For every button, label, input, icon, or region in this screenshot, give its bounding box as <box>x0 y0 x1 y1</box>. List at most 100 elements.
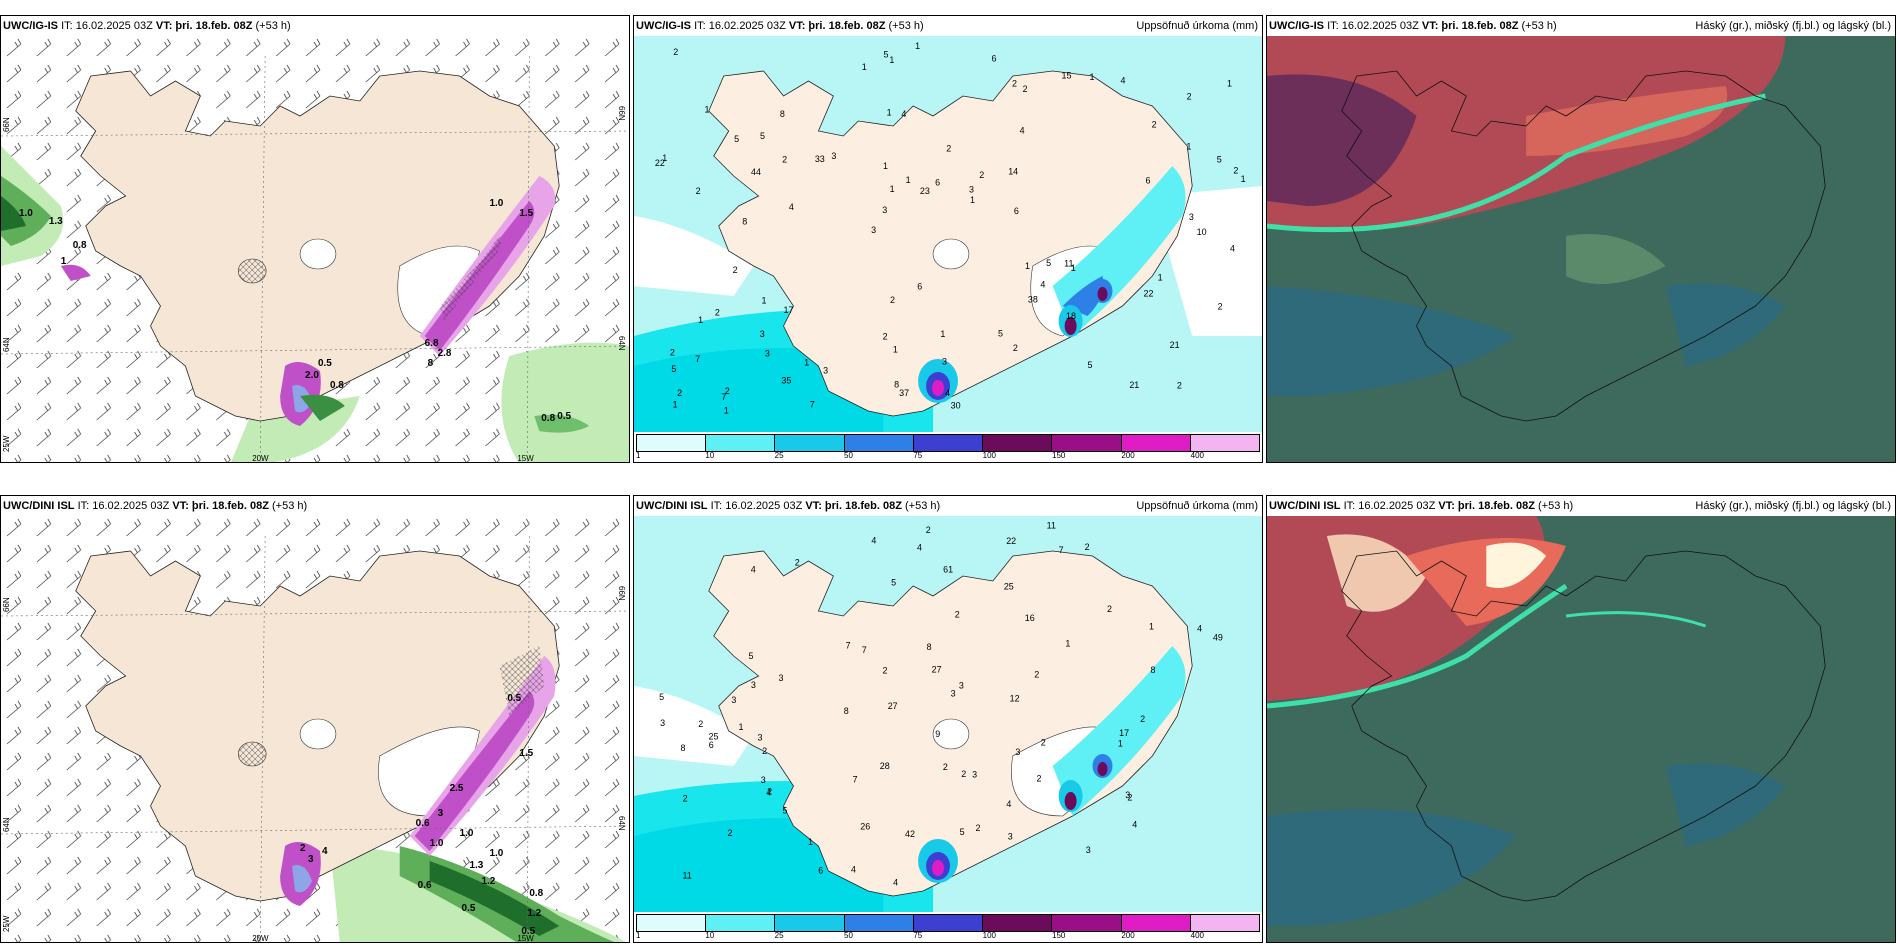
precip-value: 1 <box>662 153 667 163</box>
precip-value: 6 <box>1014 206 1019 216</box>
precip-value: 12 <box>1010 694 1020 704</box>
svg-text:3: 3 <box>438 808 444 819</box>
precip-value: 3 <box>1189 212 1194 222</box>
precip-value: 2 <box>698 719 703 729</box>
precip-value: 3 <box>758 733 763 743</box>
precip-value: 5 <box>760 131 765 141</box>
precip-value: 4 <box>893 877 898 887</box>
precip-value: 2 <box>1034 669 1039 679</box>
precip-value: 1 <box>724 405 729 415</box>
precip-value: 6 <box>917 281 922 291</box>
precip-value: 49 <box>1213 633 1223 643</box>
svg-text:1.0: 1.0 <box>489 198 503 209</box>
precip-value: 3 <box>1015 747 1020 757</box>
precip-value: 2 <box>725 386 730 396</box>
model-name: UWC/IG-IS <box>636 20 691 32</box>
precip-value: 8 <box>681 743 686 753</box>
precip-colorbar: 1 10 25 50 75 100 150 200 400 <box>634 432 1262 462</box>
valid-time: þri. 18.feb. 08Z <box>808 20 886 32</box>
precip-value: 4 <box>901 109 906 119</box>
lon-label: 15W <box>517 454 534 463</box>
precip-value: 7 <box>1059 545 1064 555</box>
precip-value: 11 <box>1064 258 1073 268</box>
precip-value: 2 <box>677 388 682 398</box>
svg-text:6.8: 6.8 <box>425 338 439 349</box>
precip-values: 2223421223534211111132181517212111303344… <box>655 41 1246 416</box>
colorbar-label: 10 <box>705 931 715 940</box>
lat-label: 25W <box>2 915 11 932</box>
field-title: Uppsöfnuð úrkoma (mm) <box>1136 500 1258 512</box>
svg-text:1.0: 1.0 <box>19 208 33 219</box>
valid-time: þri. 18.feb. 08Z <box>1457 500 1535 512</box>
lat-label: 64N <box>2 817 11 832</box>
precip-value: 4 <box>1020 125 1025 135</box>
precip-value: 4 <box>766 787 771 797</box>
precip-value: 9 <box>935 729 940 739</box>
precip-value: 7 <box>721 392 726 402</box>
precip-value: 1 <box>890 184 895 194</box>
valid-time: þri. 18.feb. 08Z <box>191 500 269 512</box>
precip-value: 2 <box>715 307 720 317</box>
precip-value: 4 <box>1230 244 1235 254</box>
colorbar-swatch <box>637 915 707 931</box>
valid-time-label: VT: <box>1421 20 1439 32</box>
land-outline <box>1341 70 1826 422</box>
lead-time: (+53 h) <box>888 20 924 32</box>
precip-value: 1 <box>889 55 894 65</box>
lead-time: (+53 h) <box>272 500 308 512</box>
precip-value: 61 <box>943 564 953 574</box>
precip-value: 1 <box>862 62 867 72</box>
precip-value: 2 <box>890 295 895 305</box>
precip-panel-igis: UWC/IG-IS IT: 16.02.2025 03Z VT: þri. 18… <box>633 15 1263 463</box>
precip-value: 5 <box>891 577 896 587</box>
precip-value: 2 <box>955 610 960 620</box>
colorbar-label: 75 <box>913 931 923 940</box>
precip-value: 8 <box>894 379 899 389</box>
precip-value: 2 <box>1013 343 1018 353</box>
land-outline <box>1341 550 1826 902</box>
svg-text:0.5: 0.5 <box>521 926 535 937</box>
precip-value: 5 <box>749 651 754 661</box>
precip-value: 8 <box>927 642 932 652</box>
svg-text:1.3: 1.3 <box>49 216 63 227</box>
colorbar-swatch <box>983 435 1053 451</box>
precip-value: 1 <box>1227 79 1232 89</box>
colorbar-label: 150 <box>1052 931 1066 940</box>
cloud-map <box>1267 36 1895 462</box>
precip-value: 35 <box>781 375 791 385</box>
precip-value: 17 <box>1119 728 1129 738</box>
precip-value: 4 <box>1040 280 1045 290</box>
precip-value: 6 <box>992 53 997 63</box>
svg-text:0.5: 0.5 <box>557 411 571 422</box>
svg-text:1: 1 <box>61 256 67 267</box>
colorbar-label: 400 <box>1190 451 1205 460</box>
model-name: UWC/IG-IS <box>1269 20 1324 32</box>
precip-map: 2 2 2 2 2 3 2 2 1 1 2 2 2 3 4 4 4 5 4 4 3 4 5 3 27 26 25 22 2 2 5 5 2 2 2 6… <box>634 516 1262 942</box>
colorbar-label: 200 <box>1121 451 1135 460</box>
precip-value: 2 <box>1152 119 1157 129</box>
precip-value: 5 <box>734 134 739 144</box>
precip-value: 1 <box>804 357 809 367</box>
precip-value: 5 <box>884 49 889 59</box>
lead-time: (+53 h) <box>1538 500 1574 512</box>
colorbar-label: 50 <box>844 451 853 460</box>
precip-value: 2 <box>1187 91 1192 101</box>
precip-value: 4 <box>1006 799 1011 809</box>
colorbar-swatch <box>1052 915 1122 931</box>
precip-value: 6 <box>709 740 714 750</box>
colorbar-swatch <box>844 435 914 451</box>
svg-text:0.8: 0.8 <box>529 888 543 899</box>
svg-text:0.5: 0.5 <box>318 358 332 369</box>
precip-value: 2 <box>728 828 733 838</box>
precip-value: 2 <box>673 47 678 57</box>
precip-value: 15 <box>1062 70 1072 80</box>
colorbar-swatch <box>775 915 845 931</box>
lat-label: 64N <box>617 336 626 351</box>
precip-value: 7 <box>810 399 815 409</box>
wind-panel-dini: UWC/DINI ISL IT: 16.02.2025 03Z VT: þri.… <box>0 495 630 943</box>
precip-value: 8 <box>1151 665 1156 675</box>
colorbar-swatch <box>775 435 845 451</box>
svg-text:1.2: 1.2 <box>481 876 495 887</box>
model-name: UWC/IG-IS <box>3 20 58 32</box>
precip-value: 33 <box>815 154 825 164</box>
